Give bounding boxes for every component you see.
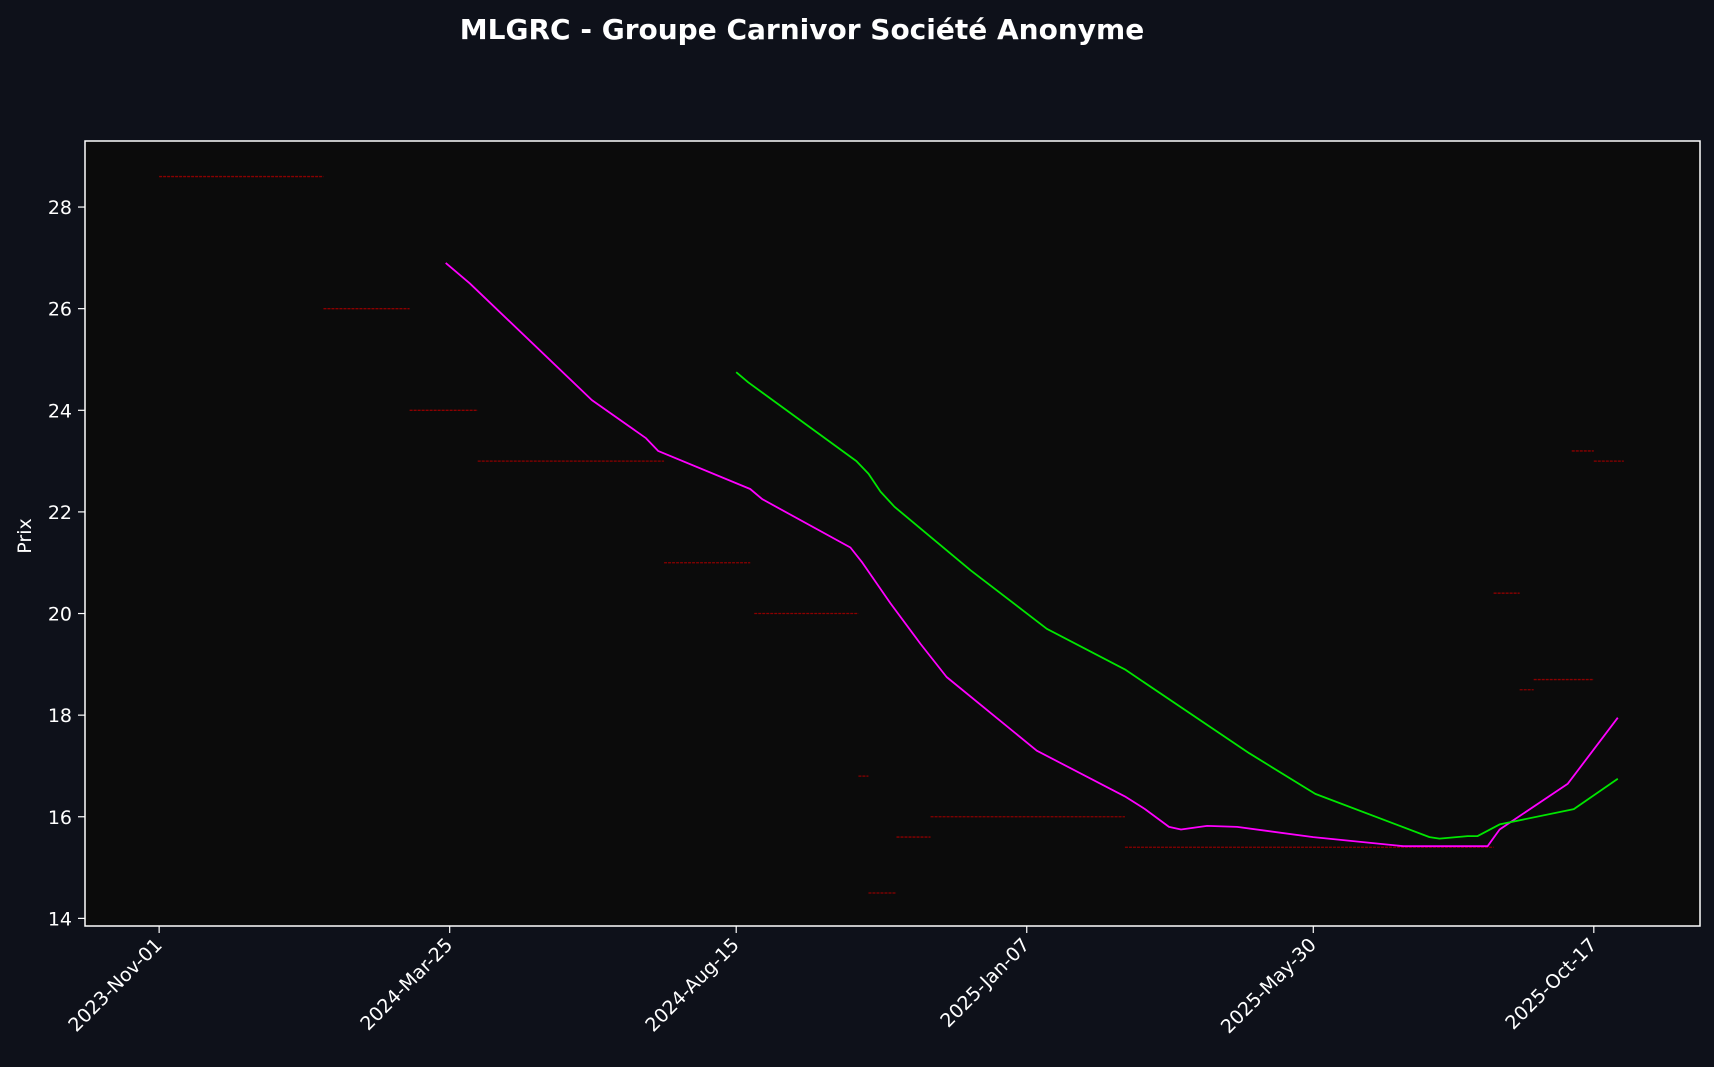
price-segments [159,175,1624,894]
y-tick-label: 28 [48,197,72,219]
moving-average-lines [445,262,1619,848]
y-tick-label: 24 [48,400,72,422]
y-tick-label: 14 [48,908,72,930]
y-axis: 14 16 18 20 22 24 26 28 [48,197,85,930]
plot-area [84,140,1701,927]
y-tick-label: 16 [48,807,72,829]
fast-moving-average-line [445,262,1619,848]
slow-moving-average-line [735,371,1619,840]
y-tick-label: 18 [48,705,72,727]
y-tick-label: 22 [48,502,72,524]
y-tick-label: 26 [48,299,72,321]
chart-title: MLGRC - Groupe Carnivor Société Anonyme [460,13,1144,46]
y-tick-label: 20 [48,604,72,626]
y-axis-label: Prix [14,518,36,553]
